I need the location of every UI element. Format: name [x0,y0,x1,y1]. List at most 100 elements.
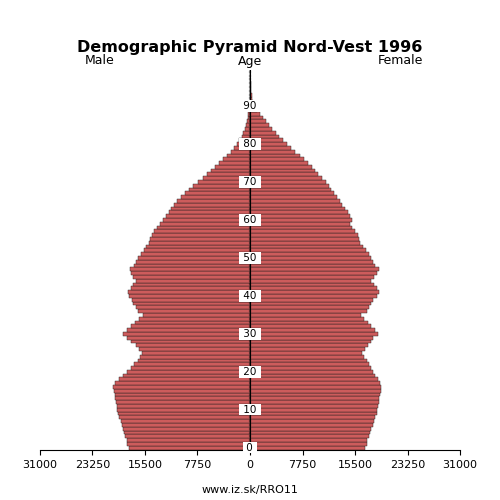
Bar [250,188,332,192]
Bar [250,127,272,130]
Bar [250,96,252,100]
Bar [114,392,250,396]
Bar [250,290,380,294]
Bar [250,416,376,420]
Bar [136,260,250,264]
Bar [124,427,250,430]
Bar [250,233,358,237]
Text: 80: 80 [240,139,260,149]
Bar [250,362,368,366]
Bar [136,344,250,347]
Bar [250,378,378,382]
Bar [250,317,364,320]
Bar [250,142,286,146]
Bar [177,199,250,203]
Bar [250,241,360,244]
Bar [250,112,260,116]
Bar [250,336,374,340]
Bar [250,328,374,332]
Bar [136,279,250,282]
Bar [231,150,250,154]
Bar [250,184,328,188]
Bar [250,412,376,416]
Bar [250,306,369,309]
Text: 60: 60 [240,215,260,225]
Bar [118,412,250,416]
Bar [144,248,250,252]
Bar [248,112,250,116]
Bar [250,252,368,256]
Bar [250,389,380,392]
Text: Male: Male [85,54,115,68]
Bar [250,104,255,108]
Bar [139,317,250,320]
Bar [122,423,250,427]
Bar [250,275,374,279]
Bar [250,309,367,313]
Bar [250,423,372,427]
Bar [250,344,368,347]
Bar [243,130,250,134]
Bar [250,150,294,154]
Bar [250,324,372,328]
Bar [250,404,378,408]
Bar [250,180,326,184]
Bar [210,168,250,172]
Bar [250,302,372,306]
Bar [250,382,380,385]
Bar [250,385,382,389]
Bar [135,320,250,324]
Bar [234,146,250,150]
Bar [181,196,250,199]
Bar [250,340,370,344]
Bar [138,309,250,313]
Bar [250,138,283,142]
Text: 30: 30 [240,329,260,339]
Bar [140,354,250,358]
Bar [128,442,250,446]
Bar [250,320,368,324]
Bar [250,298,372,302]
Bar [250,400,378,404]
Bar [142,351,250,354]
Bar [250,192,334,196]
Bar [250,161,308,165]
Bar [250,358,366,362]
Bar [250,244,363,248]
Bar [250,210,348,214]
Bar [223,158,250,161]
Bar [120,416,250,420]
Text: 10: 10 [240,405,260,415]
Bar [118,378,250,382]
Bar [250,158,304,161]
Bar [237,142,250,146]
Bar [141,252,250,256]
Bar [250,396,380,400]
Bar [132,298,250,302]
Bar [139,347,250,351]
Bar [250,89,251,93]
Bar [250,420,374,423]
Bar [250,282,374,286]
Bar [250,427,372,430]
Bar [202,176,250,180]
Bar [124,430,250,434]
Bar [172,206,250,210]
Bar [248,116,250,119]
Bar [126,438,250,442]
Bar [250,392,380,396]
Bar [240,138,250,142]
Bar [113,385,250,389]
Bar [116,404,250,408]
Bar [146,244,250,248]
Bar [143,313,250,317]
Bar [250,286,376,290]
Bar [152,233,250,237]
Bar [154,230,250,233]
Bar [138,358,250,362]
Bar [250,206,345,210]
Bar [250,438,367,442]
Bar [126,370,250,374]
Bar [219,161,250,165]
Bar [250,351,362,354]
